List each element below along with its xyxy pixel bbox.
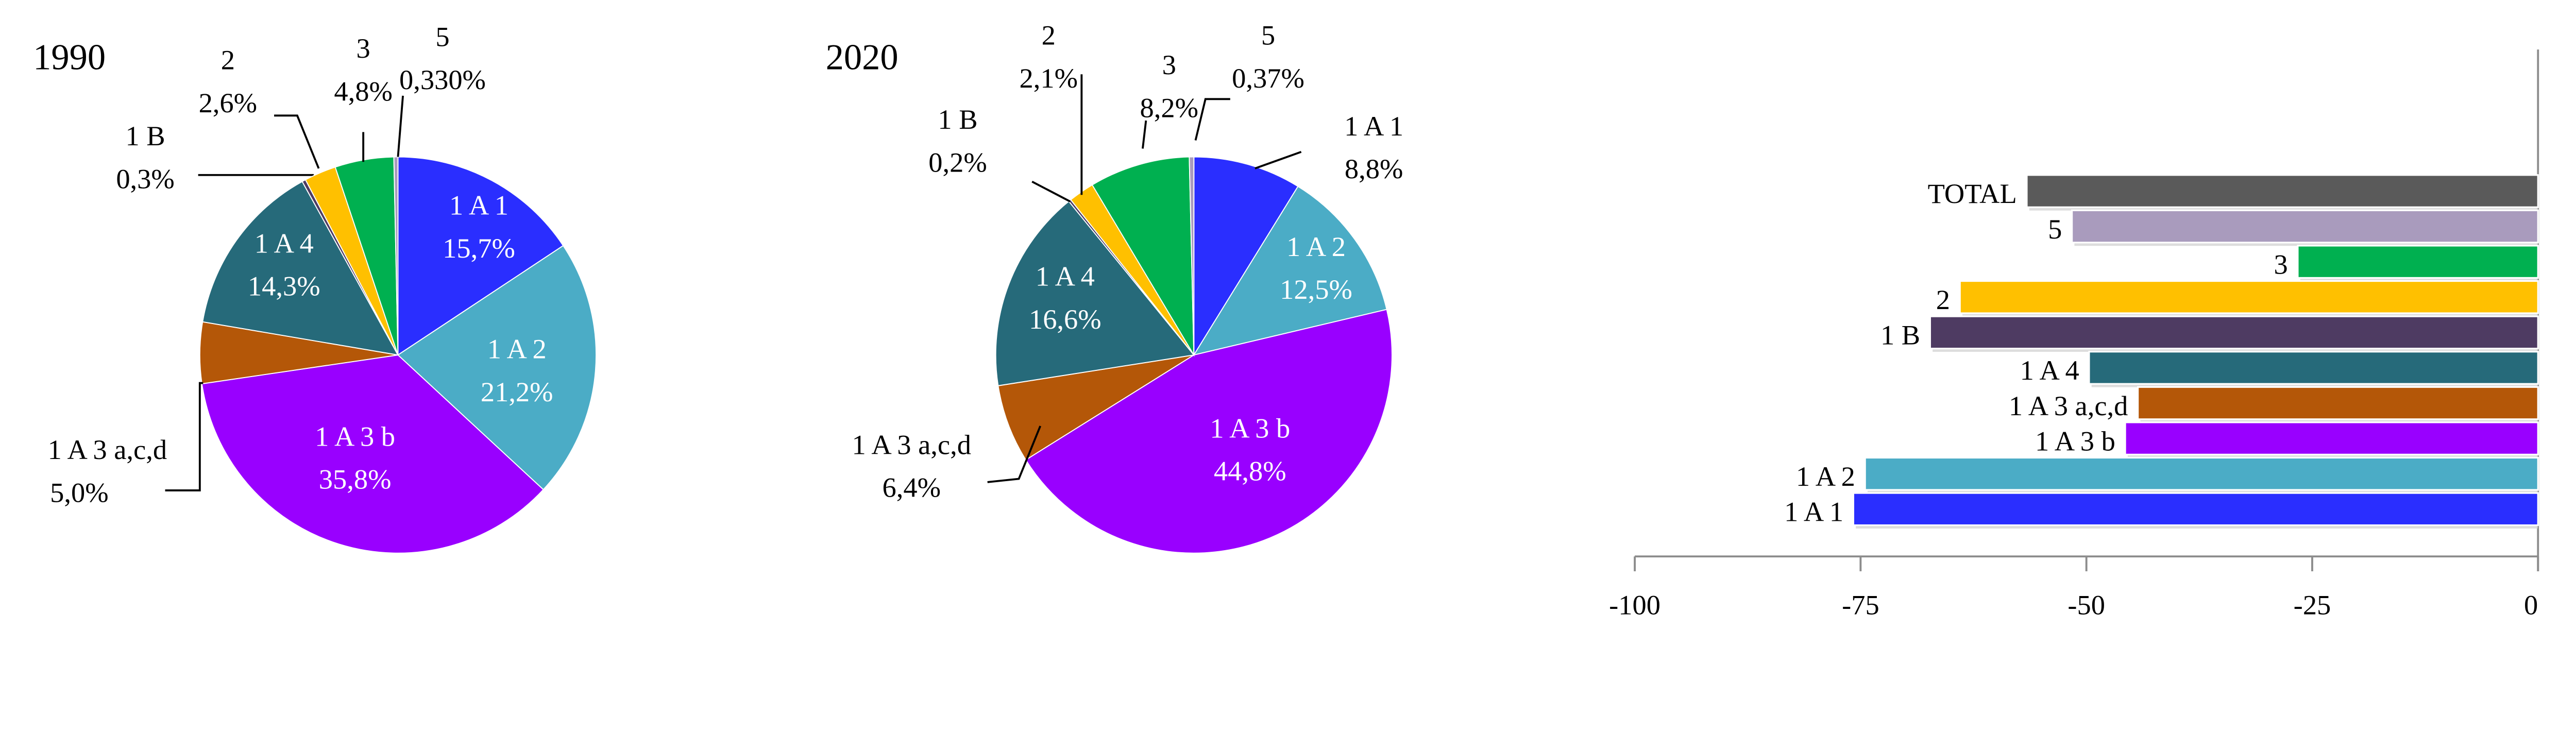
bar [1852, 492, 2539, 526]
slice-value-label: 21,2% [481, 376, 553, 407]
x-tick-label: -75 [1842, 589, 1879, 620]
leader-line [274, 114, 320, 169]
slice-label: 1 A 3 b [1210, 412, 1290, 444]
x-tick-label: -50 [2067, 589, 2105, 620]
slice-label: 1 A 3 b [315, 420, 395, 452]
leader-line [1194, 98, 1230, 141]
charts-svg: 1990 1 A 1 15,7% 1 A 2 21,2% 1 A 3 b 35,8% 1 A … [33, 20, 2539, 620]
bar [2137, 386, 2539, 420]
pie-slice [997, 354, 1194, 461]
leader-line [397, 95, 404, 157]
pie-chart-2020: 2020 1 A 1 8,8% 1 A 2 12,5% 1 A 3 b 44,8% 1 A 3… [826, 20, 1403, 554]
slice-value-label: 5,0% [50, 477, 108, 508]
slice-label: 3 [357, 32, 370, 64]
bar [2026, 174, 2539, 208]
bar-category-label: 5 [2048, 213, 2062, 245]
slice-value-label: 15,7% [443, 232, 515, 264]
slice-value-label: 14,3% [248, 270, 320, 302]
leader-line [987, 426, 1042, 483]
pie-slice [995, 200, 1195, 386]
bar-category-label: 1 A 2 [1796, 461, 1855, 492]
bar [1864, 456, 2539, 491]
bar-category-label: 3 [2274, 248, 2287, 280]
slice-value-label: 44,8% [1214, 455, 1286, 487]
bar [1959, 280, 2539, 314]
slice-label: 1 A 1 [1344, 110, 1403, 142]
slice-label: 1 A 3 a,c,d [852, 429, 971, 460]
bar [2297, 245, 2539, 279]
pie-slice [397, 245, 597, 490]
pie-slice [1193, 185, 1387, 356]
bar-category-label: 1 A 1 [1784, 496, 1843, 528]
slice-value-label: 35,8% [319, 464, 392, 495]
leader-line [165, 382, 204, 491]
slice-label: 1 A 3 a,c,d [48, 434, 167, 465]
slice-value-label: 2,1% [1020, 62, 1078, 94]
slice-label: 1 B [125, 120, 165, 151]
slice-label: 5 [435, 21, 449, 53]
slice-label: 1 A 1 [449, 190, 509, 221]
slice-label: 1 A 2 [487, 333, 547, 365]
pie-slice [393, 156, 399, 355]
slice-label: 1 A 2 [1286, 231, 1346, 262]
bar [2088, 351, 2539, 385]
slice-label: 2 [1042, 20, 1056, 51]
pie-slice [397, 156, 564, 356]
slice-value-label: 12,5% [1280, 274, 1352, 305]
slice-value-label: 0,3% [116, 163, 174, 194]
figure: 1990 1 A 1 15,7% 1 A 2 21,2% 1 A 3 b 35,8% 1 A … [33, 20, 2539, 620]
pie-slice [1091, 156, 1195, 357]
slice-label: 5 [1261, 20, 1275, 51]
slice-value-label: 8,2% [1140, 92, 1198, 124]
slice-label: 1 B [938, 104, 977, 135]
bar-chart-change: -100 -75 -50 -25 0 TOTAL 5 3 2 1 B 1 A 4 1 A 3 a,c,… [1609, 49, 2539, 620]
x-tick-label: -25 [2294, 589, 2331, 620]
slice-value-label: 2,6% [199, 87, 257, 118]
bar-category-label: 1 A 4 [2020, 354, 2079, 386]
pie-slice [1025, 309, 1393, 554]
slice-label: 1 A 4 [1036, 260, 1095, 292]
slice-label: 3 [1162, 49, 1176, 80]
bar-category-label: 1 B [1880, 319, 1920, 351]
slice-label: 2 [221, 44, 235, 76]
slice-value-label: 0,37% [1232, 62, 1304, 94]
bar [2124, 421, 2539, 455]
pie-title: 1990 [33, 38, 106, 78]
slice-value-label: 4,8% [334, 76, 392, 107]
pie-slice [1193, 156, 1299, 357]
leader-line [1031, 180, 1071, 202]
pie-title: 2020 [826, 38, 899, 78]
slice-value-label: 16,6% [1029, 303, 1101, 335]
slice-value-label: 0,330% [399, 64, 486, 95]
leader-line [1255, 151, 1302, 169]
leader-line [1142, 120, 1147, 149]
slice-label: 1 A 4 [255, 227, 314, 259]
bar-category-label: 1 A 3 a,c,d [2009, 390, 2128, 421]
pie-slice [201, 354, 544, 554]
slice-value-label: 8,8% [1345, 153, 1403, 184]
bar-category-label: TOTAL [1928, 178, 2017, 209]
x-tick-label: 0 [2524, 589, 2538, 620]
x-tick-label: -100 [1609, 589, 1660, 620]
bar-category-label: 2 [1936, 284, 1950, 315]
slice-value-label: 0,2% [928, 146, 987, 178]
slice-value-label: 6,4% [882, 472, 940, 503]
bar [2071, 209, 2539, 244]
pie-chart-1990: 1990 1 A 1 15,7% 1 A 2 21,2% 1 A 3 b 35,8% 1 A … [33, 21, 597, 554]
bar-category-label: 1 A 3 b [2035, 425, 2115, 456]
pie-slice [1189, 156, 1195, 355]
bar [1929, 315, 2539, 350]
pie-slice [202, 181, 399, 356]
